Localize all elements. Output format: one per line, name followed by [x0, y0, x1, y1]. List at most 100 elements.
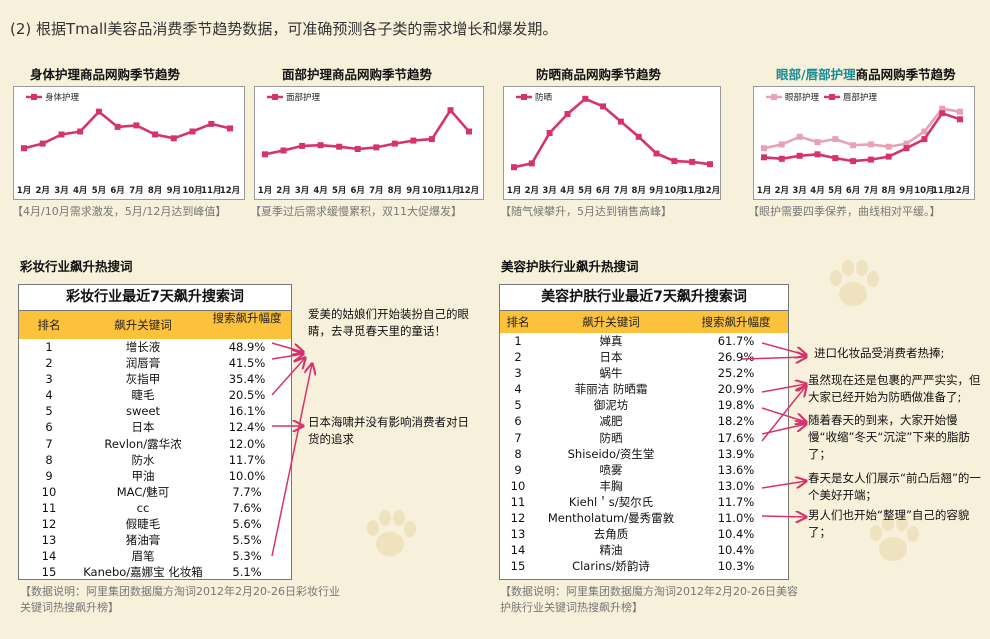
growth-cell: 25.2%	[717, 366, 755, 381]
paw-print-icon	[870, 515, 919, 561]
growth-cell: 16.1%	[228, 404, 266, 419]
table-row: 1 婵真 61.7%	[500, 333, 788, 349]
x-tick-label: 11月	[440, 186, 460, 196]
arrow	[271, 354, 303, 359]
rank-cell: 8	[514, 446, 522, 461]
table-row: 6 日本 12.4%	[19, 419, 291, 435]
keyword-cell: 菲丽洁 防晒霜	[574, 382, 648, 397]
rank-cell: 4	[45, 388, 53, 403]
keyword-cell: 灰指甲	[125, 372, 161, 387]
data-point	[299, 142, 306, 149]
x-tick-label: 9月	[899, 186, 913, 196]
data-point	[635, 133, 642, 140]
keyword-cell: 防晒	[599, 430, 623, 445]
data-point	[262, 151, 268, 158]
chart-face-care: 面部护理 1月 2月 3月 4月 5月 6月 7月 8月 9月 10月 11月 12月	[254, 86, 484, 200]
x-tick-label: 4月	[810, 186, 824, 196]
data-point	[546, 130, 553, 136]
growth-cell: 20.9%	[717, 382, 755, 397]
data-point	[428, 136, 435, 143]
x-tick-label: 1月	[17, 186, 31, 196]
data-point	[957, 108, 963, 115]
rank-cell: 1	[45, 340, 53, 354]
x-tick-label: 10月	[914, 186, 934, 196]
data-point	[511, 164, 517, 171]
data-point	[939, 110, 946, 117]
data-point	[410, 137, 417, 144]
rank-cell: 11	[510, 494, 526, 509]
series-line	[23, 110, 231, 150]
growth-cell: 5.3%	[232, 549, 262, 564]
table-row: 4 菲丽洁 防晒霜 20.9%	[500, 381, 788, 397]
growth-cell: 20.5%	[228, 388, 266, 403]
data-point	[796, 133, 803, 140]
x-tick-label: 7月	[369, 186, 383, 196]
keyword-cell: Revlon/露华浓	[104, 436, 182, 451]
growth-cell: 18.2%	[717, 414, 755, 429]
data-point	[39, 140, 46, 147]
table-row: 7 防晒 17.6%	[500, 430, 788, 446]
data-point	[796, 152, 803, 159]
growth-cell: 10.4%	[717, 527, 755, 542]
x-tick-label: 4月	[313, 186, 327, 196]
x-tick-label: 12月	[220, 186, 240, 196]
growth-cell: 61.7%	[717, 334, 755, 348]
table-row: 5 sweet 16.1%	[19, 403, 291, 419]
rank-cell: 10	[510, 478, 526, 493]
table-row: 9 甲油 10.0%	[19, 468, 291, 484]
growth-cell: 12.0%	[228, 436, 266, 451]
rank-cell: 12	[41, 517, 57, 532]
data-point	[761, 145, 767, 152]
chart-title-highlight: 眼部/唇部护理	[776, 67, 856, 82]
table-row: 11 Kiehl＇s/契尔氏 11.7%	[500, 494, 788, 510]
skincare-keywords-table: 美容护肤行业最近7天飙升搜索词 排名 飙升关键词 搜索飙升幅度 1 婵真 61.7%…	[499, 284, 789, 580]
legend-marker	[272, 94, 278, 100]
keyword-cell: MAC/魅可	[116, 484, 170, 499]
chart-body-care: 身体护理 1月 2月 3月 4月 5月 6月 7月 8月 9月 10月 11月 12月	[13, 86, 245, 200]
table-row: 13 猪油膏 5.5%	[19, 532, 291, 548]
data-point	[354, 146, 361, 152]
x-tick-label: 12月	[950, 186, 970, 196]
table-row: 14 眉笔 5.3%	[19, 548, 291, 564]
x-tick-label: 8月	[631, 186, 645, 196]
growth-cell: 11.7%	[228, 452, 266, 467]
x-tick-label: 12月	[700, 186, 720, 196]
growth-cell: 19.8%	[717, 398, 755, 413]
keyword-cell: 日本	[131, 420, 155, 435]
growth-cell: 7.6%	[232, 500, 262, 515]
x-tick-label: 2月	[276, 186, 290, 196]
chart-title-sun: 防晒商品网购季节趋势	[536, 67, 662, 82]
legend-marker	[829, 94, 835, 100]
rank-cell: 5	[514, 398, 522, 413]
table-row: 2 日本 26.9%	[500, 349, 788, 365]
data-point	[280, 147, 287, 154]
table-row: 12 假睫毛 5.6%	[19, 516, 291, 532]
page-heading: (2) 根据Tmall美容品消费季节趋势数据，可准确预测各子类的需求增长和爆发期…	[10, 20, 558, 38]
keyword-cell: 喷雾	[599, 462, 623, 477]
x-tick-label: 7月	[614, 186, 628, 196]
data-point	[832, 155, 839, 162]
growth-cell: 5.1%	[232, 565, 262, 580]
rank-cell: 14	[41, 549, 57, 564]
keyword-cell: Kanebo/嘉娜宝 化妆箱	[83, 565, 203, 580]
legend-marker	[31, 94, 37, 100]
header-rank: 排名	[37, 318, 61, 332]
makeup-note-eyes: 爱美的姑娘们开始装扮自己的眼睛，去寻觅春天里的童话！	[308, 307, 469, 338]
legend-label: 面部护理	[286, 92, 321, 103]
chart-caption-sun: 【随气候攀升，5月达到销售高峰】	[500, 205, 672, 218]
keyword-cell: Mentholatum/曼秀雷敦	[547, 511, 675, 526]
data-point	[600, 103, 607, 110]
growth-cell: 13.6%	[717, 462, 755, 477]
x-tick-label: 8月	[388, 186, 402, 196]
table-row: 10 丰胸 13.0%	[500, 478, 788, 494]
keyword-cell: cc	[136, 500, 150, 515]
x-tick-label: 10月	[664, 186, 684, 196]
keyword-cell: 日本	[599, 350, 623, 365]
keyword-cell: 婵真	[599, 334, 623, 348]
growth-cell: 13.0%	[717, 478, 755, 493]
x-tick-label: 10月	[182, 186, 202, 196]
x-tick-label: 3月	[54, 186, 68, 196]
keyword-cell: 猪油膏	[125, 533, 161, 548]
rank-cell: 1	[514, 334, 522, 348]
